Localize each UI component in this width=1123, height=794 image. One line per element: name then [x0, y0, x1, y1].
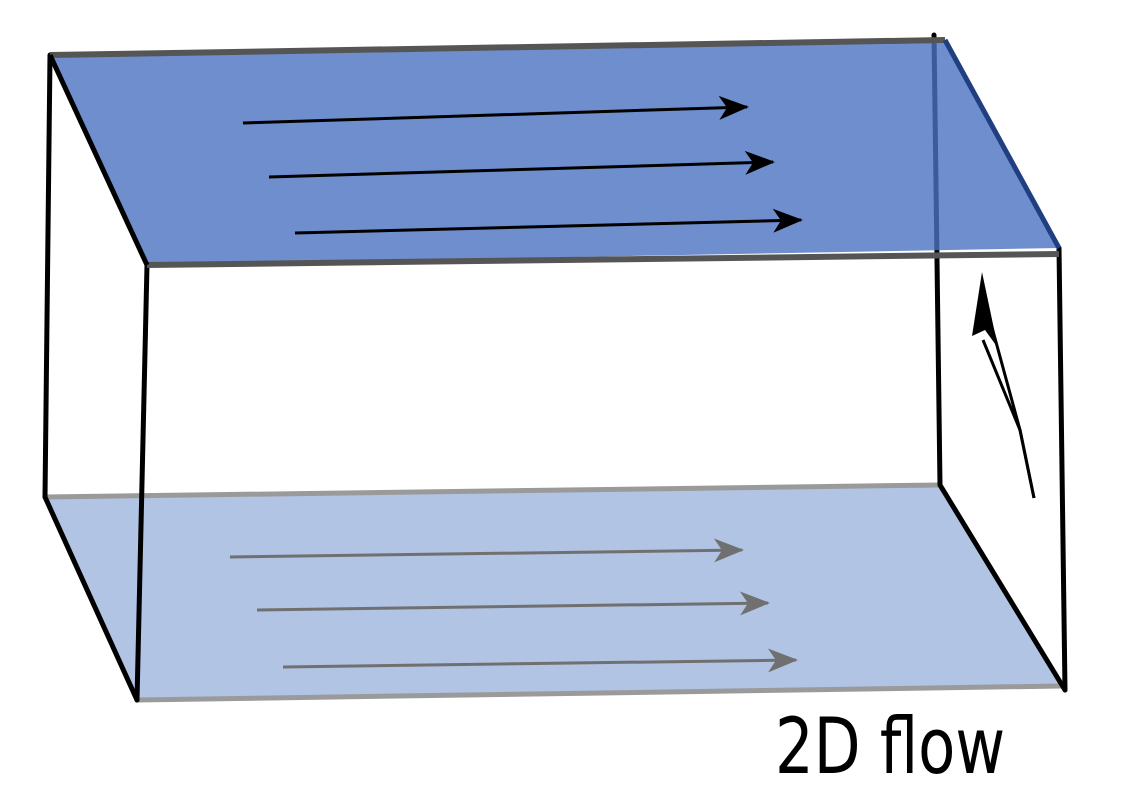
diagram-caption: 2D flow: [775, 702, 1005, 792]
box-edge-bottom-right: [937, 482, 1068, 693]
vertical-flow-arrow: [972, 272, 1036, 499]
bottom-flow-arrow-1: [229, 538, 744, 563]
bottom-flow-arrow-2: [256, 591, 770, 616]
top-plane: [50, 40, 1059, 265]
top-plane-right-edge: [942, 38, 1062, 250]
box-edge-right-front: [1056, 245, 1068, 693]
box-edge-left-back: [42, 52, 53, 500]
bottom-flow-arrows: [229, 538, 798, 673]
top-plane-front-edge: [146, 251, 1060, 268]
top-flow-arrows: [242, 95, 803, 235]
bottom-flow-arrow-3: [282, 648, 798, 673]
bottom-plane: [45, 485, 1062, 700]
bottom-plane-front-edge: [136, 683, 1063, 703]
box-edge-bottom-left: [42, 494, 140, 703]
top-plane-back-edge: [49, 37, 946, 58]
top-flow-arrow-1: [242, 95, 749, 125]
top-flow-arrow-3: [294, 208, 803, 235]
bottom-plane-back-edge: [44, 482, 941, 500]
box-edge-left-front: [134, 262, 150, 703]
top-flow-arrow-2: [268, 150, 775, 179]
box-edges: [42, 32, 1068, 703]
top-plane-left-edge: [47, 53, 150, 267]
